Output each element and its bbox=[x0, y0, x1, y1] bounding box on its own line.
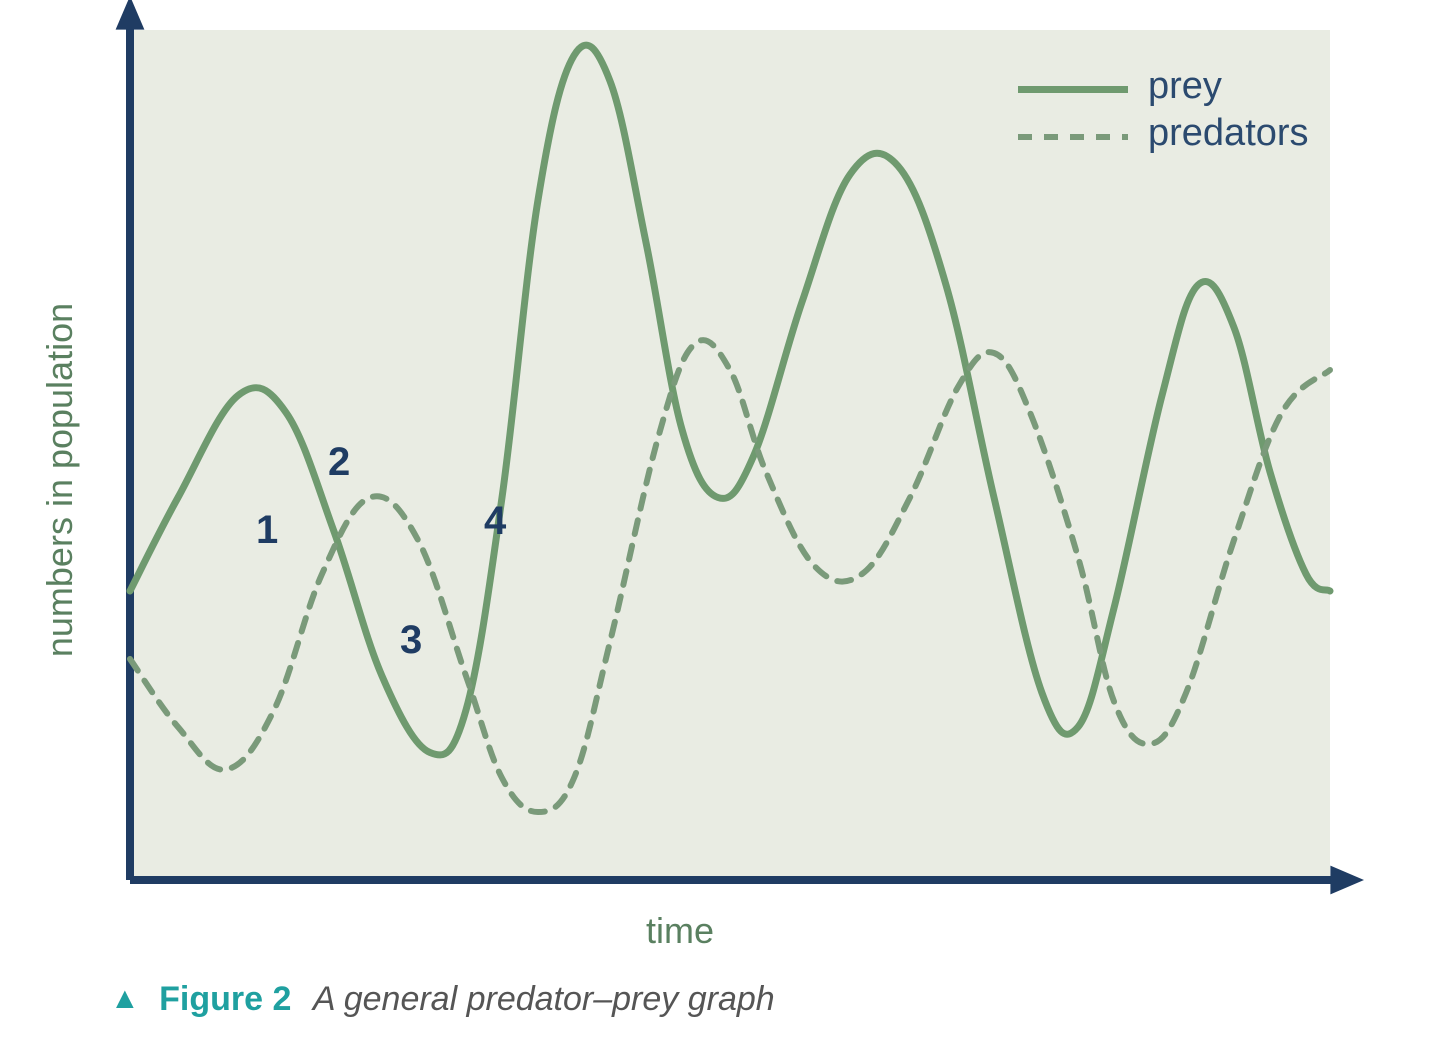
figure-caption: ▲ Figure 2 A general predator–prey graph bbox=[110, 980, 775, 1019]
caption-title: A general predator–prey graph bbox=[313, 980, 775, 1018]
x-axis-label: time bbox=[646, 910, 714, 952]
caption-triangle-icon: ▲ bbox=[110, 982, 140, 1015]
chart-annotation-3: 3 bbox=[400, 618, 422, 663]
chart-annotation-1: 1 bbox=[256, 508, 278, 553]
chart-annotation-4: 4 bbox=[484, 499, 506, 544]
y-axis-label: numbers in population bbox=[39, 303, 81, 657]
legend-label-predators: predators bbox=[1148, 112, 1309, 155]
chart-stage: numbers in population time ▲ Figure 2 A … bbox=[0, 0, 1440, 1048]
caption-figure-number: Figure 2 bbox=[159, 980, 291, 1018]
predator-prey-chart bbox=[0, 0, 1440, 1048]
legend-label-prey: prey bbox=[1148, 65, 1222, 108]
chart-annotation-2: 2 bbox=[328, 440, 350, 485]
